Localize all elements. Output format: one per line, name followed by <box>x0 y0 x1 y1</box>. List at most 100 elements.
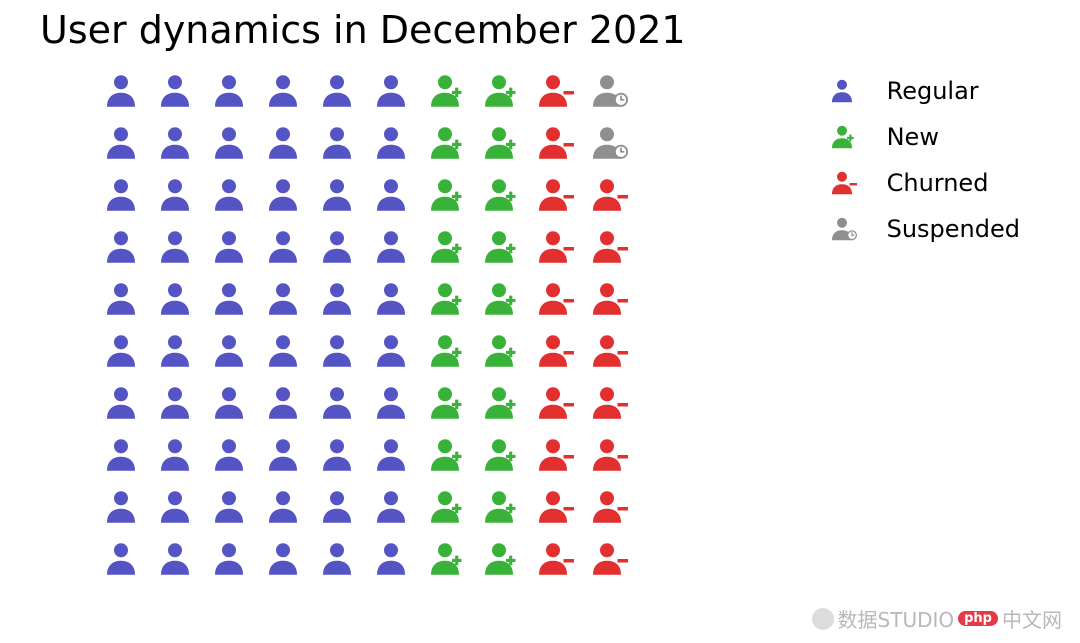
regular-icon <box>154 70 196 112</box>
regular-icon <box>370 330 412 372</box>
regular-icon <box>208 174 250 216</box>
regular-icon <box>208 70 250 112</box>
new-icon <box>478 70 520 112</box>
churned-icon <box>532 434 574 476</box>
regular-icon <box>208 382 250 424</box>
regular-icon <box>370 486 412 528</box>
new-icon <box>825 120 859 154</box>
grid-row <box>100 330 628 372</box>
new-icon <box>424 70 466 112</box>
watermark-bubble-icon <box>812 608 834 630</box>
regular-icon <box>100 486 142 528</box>
regular-icon <box>316 278 358 320</box>
new-icon <box>424 226 466 268</box>
regular-icon <box>154 382 196 424</box>
grid-row <box>100 434 628 476</box>
regular-icon <box>154 538 196 580</box>
regular-icon <box>262 434 304 476</box>
regular-icon <box>262 382 304 424</box>
new-icon <box>424 486 466 528</box>
legend-label: New <box>887 123 939 151</box>
churned-icon <box>586 486 628 528</box>
new-icon <box>478 278 520 320</box>
new-icon <box>424 434 466 476</box>
regular-icon <box>316 330 358 372</box>
churned-icon <box>532 278 574 320</box>
churned-icon <box>532 122 574 164</box>
regular-icon <box>100 434 142 476</box>
regular-icon <box>262 486 304 528</box>
regular-icon <box>370 174 412 216</box>
chart-title: User dynamics in December 2021 <box>40 8 686 52</box>
watermark-badge: php <box>958 611 998 626</box>
regular-icon <box>262 70 304 112</box>
churned-icon <box>586 330 628 372</box>
watermark-text-right: 中文网 <box>1002 604 1062 633</box>
legend-item-churned: Churned <box>825 166 1020 200</box>
churned-icon <box>532 486 574 528</box>
churned-icon <box>532 330 574 372</box>
churned-icon <box>586 382 628 424</box>
churned-icon <box>825 166 859 200</box>
regular-icon <box>100 278 142 320</box>
pictogram-grid <box>100 70 628 590</box>
regular-icon <box>262 122 304 164</box>
regular-icon <box>370 434 412 476</box>
watermark-text-left: 数据STUDIO <box>838 604 955 633</box>
regular-icon <box>154 226 196 268</box>
churned-icon <box>532 382 574 424</box>
new-icon <box>478 174 520 216</box>
churned-icon <box>532 226 574 268</box>
regular-icon <box>316 70 358 112</box>
churned-icon <box>586 174 628 216</box>
new-icon <box>424 330 466 372</box>
grid-row <box>100 538 628 580</box>
legend-label: Regular <box>887 77 979 105</box>
regular-icon <box>370 122 412 164</box>
regular-icon <box>316 538 358 580</box>
regular-icon <box>100 174 142 216</box>
churned-icon <box>586 434 628 476</box>
regular-icon <box>370 70 412 112</box>
regular-icon <box>262 226 304 268</box>
regular-icon <box>370 382 412 424</box>
regular-icon <box>262 330 304 372</box>
regular-icon <box>262 278 304 320</box>
churned-icon <box>532 70 574 112</box>
regular-icon <box>208 122 250 164</box>
regular-icon <box>100 70 142 112</box>
regular-icon <box>154 486 196 528</box>
new-icon <box>478 382 520 424</box>
new-icon <box>478 486 520 528</box>
new-icon <box>424 538 466 580</box>
regular-icon <box>154 434 196 476</box>
regular-icon <box>100 538 142 580</box>
new-icon <box>478 434 520 476</box>
regular-icon <box>154 278 196 320</box>
churned-icon <box>586 278 628 320</box>
regular-icon <box>825 74 859 108</box>
regular-icon <box>154 330 196 372</box>
regular-icon <box>316 226 358 268</box>
new-icon <box>424 122 466 164</box>
new-icon <box>478 122 520 164</box>
regular-icon <box>100 122 142 164</box>
regular-icon <box>316 434 358 476</box>
legend-label: Suspended <box>887 215 1020 243</box>
regular-icon <box>316 122 358 164</box>
regular-icon <box>100 330 142 372</box>
regular-icon <box>208 330 250 372</box>
suspended-icon <box>586 122 628 164</box>
suspended-icon <box>825 212 859 246</box>
regular-icon <box>208 538 250 580</box>
regular-icon <box>100 226 142 268</box>
churned-icon <box>532 174 574 216</box>
regular-icon <box>370 538 412 580</box>
legend-item-suspended: Suspended <box>825 212 1020 246</box>
regular-icon <box>316 174 358 216</box>
regular-icon <box>100 382 142 424</box>
churned-icon <box>532 538 574 580</box>
grid-row <box>100 486 628 528</box>
regular-icon <box>262 174 304 216</box>
grid-row <box>100 382 628 424</box>
